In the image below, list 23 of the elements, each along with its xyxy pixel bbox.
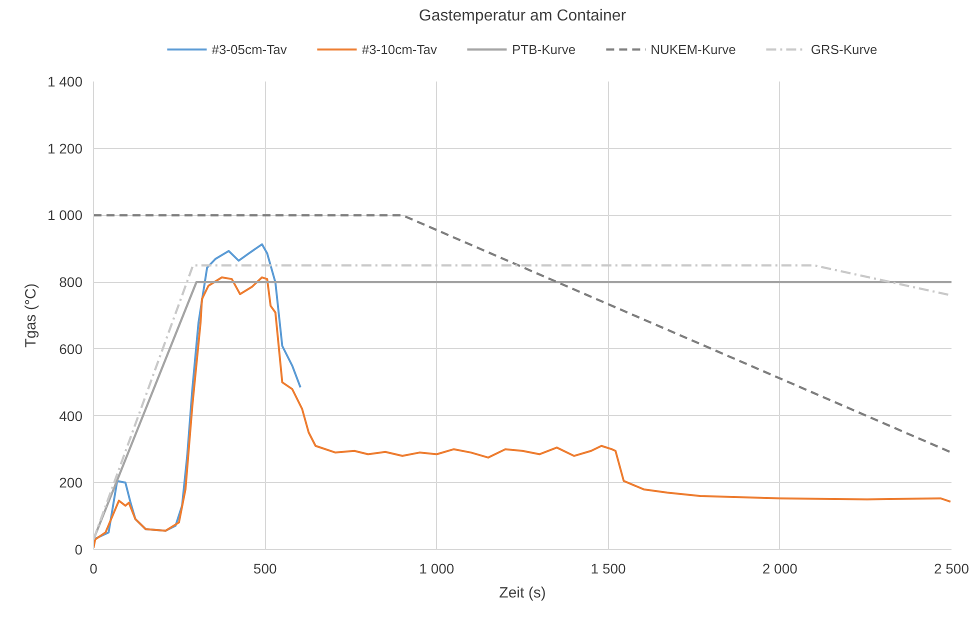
x-tick-label: 500 bbox=[253, 560, 277, 576]
chart-title: Gastemperatur am Container bbox=[418, 8, 627, 24]
legend-label: GRS-Kurve bbox=[810, 42, 878, 56]
y-tick-label: 200 bbox=[59, 474, 83, 491]
y-tick-label: 1 000 bbox=[47, 207, 83, 224]
y-tick-label: 1 200 bbox=[47, 140, 83, 156]
y-tick-label: 800 bbox=[59, 274, 83, 290]
y-tick-label: 0 bbox=[74, 542, 83, 558]
y-tick-label: 600 bbox=[59, 340, 83, 357]
x-axis-title: Zeit (s) bbox=[499, 584, 546, 602]
x-tick-label: 2 000 bbox=[762, 560, 798, 576]
legend-label: #3-05cm-Tav bbox=[212, 42, 287, 56]
x-tick-label: 2 500 bbox=[934, 560, 970, 576]
x-tick-label: 1 000 bbox=[419, 560, 454, 576]
y-tick-label: 400 bbox=[59, 408, 83, 424]
x-tick-label: 1 500 bbox=[590, 560, 626, 576]
legend-label: NUKEM-Kurve bbox=[650, 42, 736, 56]
y-tick-label: 1 400 bbox=[47, 74, 83, 90]
x-tick-label: 0 bbox=[90, 560, 98, 576]
legend-label: PTB-Kurve bbox=[512, 42, 576, 56]
legend-label: #3-10cm-Tav bbox=[362, 42, 437, 56]
y-axis-title: Tgas (°C) bbox=[22, 283, 40, 348]
line-series bbox=[94, 243, 302, 540]
